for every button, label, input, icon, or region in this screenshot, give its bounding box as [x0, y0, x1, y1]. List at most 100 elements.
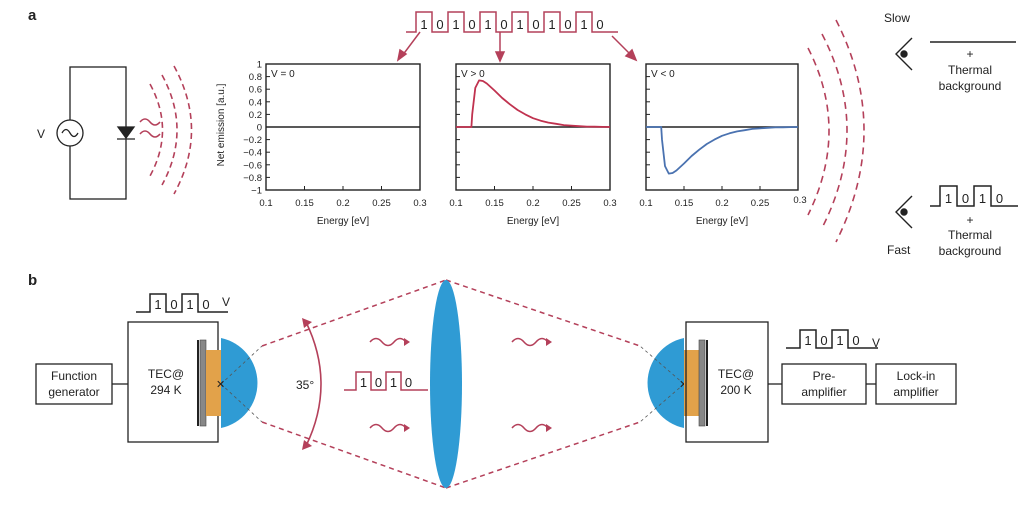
emission-plots: 10.80.60.40.20−0.2−0.4−0.6−0.8−10.1 0.15 0… [243, 60, 806, 228]
y-tick-label: −1 [251, 186, 262, 197]
code-digit: 1 [420, 17, 427, 32]
tec-left-line2: 294 K [150, 383, 181, 397]
code-digit: 1 [484, 17, 491, 32]
code-digit: 1 [360, 375, 367, 390]
plot-label: V < 0 [651, 69, 675, 80]
code-digit: 0 [170, 297, 177, 312]
emission-waves-left [139, 65, 193, 195]
y-tick-label: 0.8 [249, 72, 262, 83]
code-digit: 1 [154, 297, 161, 312]
y-tick-label: 0.6 [249, 85, 262, 96]
x-tick-label: 0.15 [485, 198, 504, 209]
x-tick-label: 0.1 [259, 198, 272, 209]
wave-arc [173, 65, 193, 195]
code-digit: 1 [580, 17, 587, 32]
code-square-wave [406, 11, 618, 33]
x-tick-label: 0.1 [449, 198, 462, 209]
code-arrows [396, 31, 638, 63]
y-tick-label: 0.2 [249, 110, 262, 121]
code-square-wave [344, 371, 428, 391]
beam-lines [261, 279, 641, 489]
center-lens [430, 280, 462, 488]
x-tick-label: 0.15 [675, 198, 694, 209]
left-hemisphere-lens [221, 338, 258, 428]
arrowhead-icon [404, 424, 410, 432]
beam-squiggles [369, 337, 549, 433]
fast-plus: + [966, 213, 973, 227]
arrow-to-plot-1 [401, 31, 421, 57]
emitter-circuit [56, 66, 136, 200]
right-lens-rays [639, 345, 685, 423]
code-digit: 0 [375, 375, 382, 390]
emission-plot-3: 0.1 0.15 0.2 0.25 0.3 Energy [eV] V < 0 [639, 63, 807, 227]
wave-squiggle-icon [369, 337, 407, 347]
x-axis-label: Energy [eV] [507, 216, 559, 227]
emission-plot-1: 10.8 0.60.4 0.2 0−0.2 −0.4−0.6 −0.8 −10.1 0.15 0… [243, 60, 426, 228]
wave-squiggle-icon [511, 337, 549, 347]
emission-waves-right [807, 19, 865, 243]
fast-thermal: Thermal [948, 228, 992, 242]
code-digit: 0 [202, 297, 209, 312]
code-digit: 1 [804, 333, 811, 348]
y-tick-label: −0.6 [243, 160, 262, 171]
right-code-v: V [872, 336, 880, 350]
x-tick-label: 0.25 [562, 198, 581, 209]
eye-fast-icon [895, 195, 913, 229]
diode-icon [116, 126, 136, 140]
wave-arc [149, 83, 164, 177]
arrowhead-icon [546, 424, 552, 432]
source-voltage-label: V [37, 127, 45, 141]
code-square-wave [786, 329, 878, 349]
plot-label: V = 0 [271, 69, 295, 80]
code-digit: 1 [390, 375, 397, 390]
code-digit: 1 [979, 191, 986, 206]
tec-right-detector-pad [684, 350, 699, 416]
code-digit: 0 [996, 191, 1003, 206]
y-tick-label: 0 [257, 123, 262, 134]
slow-label: Slow [884, 11, 910, 25]
x-tick-label: 0.1 [639, 198, 652, 209]
x-tick-label: 0.2 [526, 198, 539, 209]
series-line [646, 126, 799, 175]
code-digit: 1 [452, 17, 459, 32]
arrowhead-icon [404, 338, 410, 346]
series-line [456, 79, 611, 128]
wave-squiggle-icon [139, 130, 161, 138]
code-digit: 1 [945, 191, 952, 206]
panel-b-letter: b [28, 272, 37, 289]
fast-background: background [939, 244, 1002, 258]
y-tick-label: −0.8 [243, 173, 262, 184]
tec-right-line1: TEC@ [718, 367, 754, 381]
slow-plus: + [966, 47, 973, 61]
arrowhead-icon [396, 48, 408, 62]
code-digit: 0 [596, 17, 603, 32]
x-axis-label: Energy [eV] [696, 216, 748, 227]
function-generator-box [35, 363, 113, 405]
slow-thermal: Thermal [948, 63, 992, 77]
code-digit: 1 [186, 297, 193, 312]
preamp-line2: amplifier [801, 385, 846, 399]
code-digit: 1 [548, 17, 555, 32]
y-tick-label: −0.2 [243, 135, 262, 146]
panel-a-letter: a [28, 7, 37, 24]
wave-arc [807, 47, 830, 216]
plot-label: V > 0 [461, 69, 485, 80]
x-tick-label: 0.2 [715, 198, 728, 209]
code-digit: 1 [516, 17, 523, 32]
arrowhead-icon [546, 338, 552, 346]
tec-right-box [685, 321, 769, 443]
right-focus-mark: ✕ [679, 379, 688, 391]
wave-squiggle-icon [369, 423, 407, 433]
y-tick-label: 0.4 [249, 97, 262, 108]
x-axis-label: Energy [eV] [317, 216, 369, 227]
lockin-amplifier-box [875, 363, 957, 405]
code-square-wave [930, 185, 1018, 207]
x-tick-label: 0.3 [413, 198, 426, 209]
emission-plot-2: 0.1 0.15 0.2 0.25 0.3 Energy [eV] V > 0 [449, 63, 617, 227]
preamp-line1: Pre- [813, 369, 836, 383]
left-focus-mark: ✕ [216, 379, 225, 391]
lockin-line2: amplifier [893, 385, 938, 399]
